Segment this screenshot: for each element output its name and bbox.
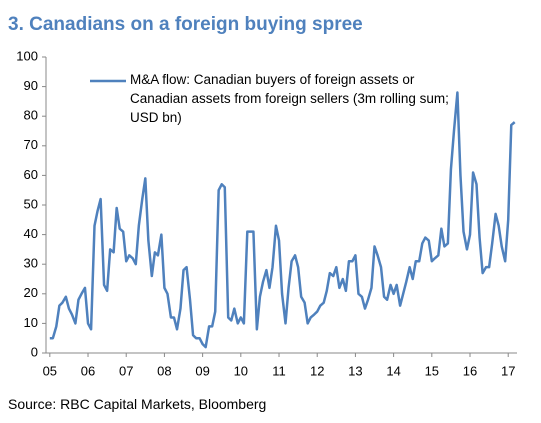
chart-title: 3. Canadians on a foreign buying spree [8, 14, 363, 35]
y-tick-label: 10 [24, 315, 38, 330]
source-note: Source: RBC Capital Markets, Bloomberg [8, 396, 267, 412]
y-tick-label: 30 [24, 256, 38, 271]
legend-label: M&A flow: Canadian buyers of foreign ass… [130, 72, 449, 125]
x-tick-label: 17 [501, 363, 515, 378]
y-tick-label: 90 [24, 78, 38, 93]
y-tick-label: 80 [24, 108, 38, 123]
x-tick-label: 11 [272, 363, 286, 378]
y-tick-label: 100 [16, 48, 38, 63]
y-tick-label: 0 [31, 344, 38, 359]
x-tick-label: 10 [234, 363, 248, 378]
x-tick-label: 07 [119, 363, 133, 378]
x-tick-label: 14 [386, 363, 400, 378]
x-tick-label: 16 [463, 363, 477, 378]
y-tick-label: 70 [24, 137, 38, 152]
x-tick-label: 08 [157, 363, 171, 378]
x-tick-label: 15 [425, 363, 439, 378]
y-tick-label: 40 [24, 226, 38, 241]
y-tick-label: 50 [24, 196, 38, 211]
x-tick-label: 12 [310, 363, 324, 378]
x-tick-label: 13 [348, 363, 362, 378]
data-line [49, 91, 516, 349]
x-tick-label: 05 [43, 363, 57, 378]
y-tick-label: 60 [24, 167, 38, 182]
y-tick-label: 20 [24, 285, 38, 300]
x-tick-label: 09 [195, 363, 209, 378]
x-tick-label: 06 [81, 363, 95, 378]
